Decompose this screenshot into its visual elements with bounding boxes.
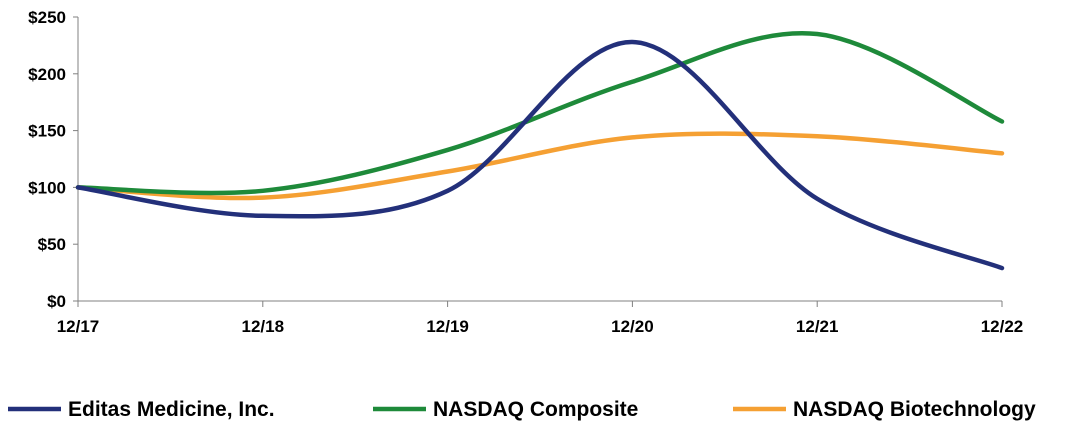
y-tick-label: $150 [28, 122, 66, 141]
x-tick-label: 12/21 [796, 317, 839, 336]
x-axis-labels: 12/17 12/18 12/19 12/20 12/21 12/22 [57, 317, 1024, 336]
legend-label-nasdaq-composite: NASDAQ Composite [433, 398, 638, 421]
y-tick-label: $200 [28, 65, 66, 84]
x-tick-label: 12/22 [981, 317, 1024, 336]
legend-label-editas-medicine-inc: Editas Medicine, Inc. [68, 398, 275, 421]
legend-label-nasdaq-biotechnology: NASDAQ Biotechnology [793, 398, 1036, 421]
y-tick-label: $50 [38, 235, 66, 254]
legend: Editas Medicine, Inc. NASDAQ Composite NAS… [8, 398, 1036, 421]
y-tick-label: $100 [28, 178, 66, 197]
y-tick-label: $250 [28, 8, 66, 27]
series-line-nasdaq-composite [75, 31, 1005, 196]
y-axis-labels: $0 $50 $100 $150 $200 $250 [28, 8, 66, 311]
x-tick-label: 12/20 [611, 317, 654, 336]
y-tick-label: $0 [47, 292, 66, 311]
series-line-editas-medicine-inc [75, 39, 1005, 271]
chart-axes [73, 16, 1003, 307]
x-tick-label: 12/18 [242, 317, 285, 336]
x-tick-label: 12/17 [57, 317, 100, 336]
series-lines [75, 31, 1005, 271]
series-line-nasdaq-biotechnology [75, 131, 1005, 201]
x-tick-label: 12/19 [426, 317, 469, 336]
